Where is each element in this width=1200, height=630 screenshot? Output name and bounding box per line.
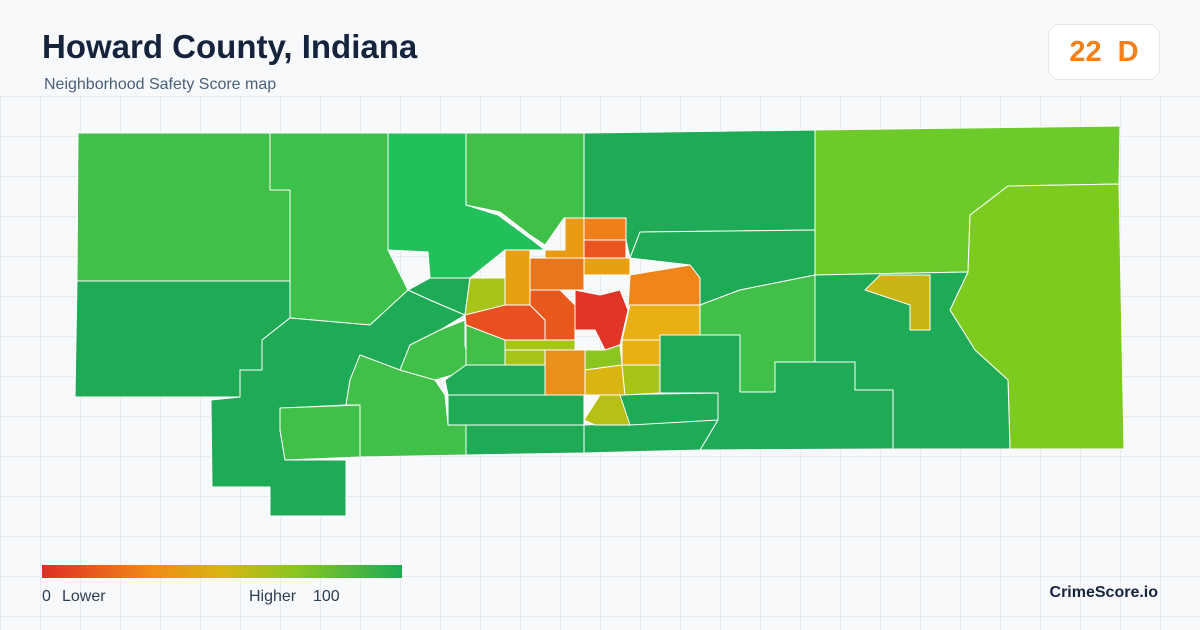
region — [279, 404, 361, 461]
region — [504, 339, 576, 351]
legend-gradient — [42, 565, 402, 578]
region — [583, 239, 627, 259]
region — [504, 349, 546, 366]
region — [621, 339, 661, 366]
region — [584, 344, 623, 371]
region — [529, 257, 585, 291]
legend-min-label: Lower — [62, 588, 106, 605]
region — [583, 217, 627, 241]
legend-max-label: Higher — [249, 588, 297, 605]
region — [544, 349, 586, 396]
region — [444, 364, 546, 396]
title: Howard County, Indiana — [42, 28, 418, 65]
region — [583, 257, 631, 276]
score-value: 22 — [1069, 35, 1102, 68]
region — [584, 364, 626, 396]
legend-max: 100 — [313, 588, 340, 605]
brand: CrimeScore.io — [1049, 584, 1158, 601]
region — [627, 264, 701, 311]
score-badge: 22 D — [1048, 24, 1160, 80]
region — [504, 249, 531, 306]
score-grade: D — [1117, 35, 1139, 68]
region — [621, 364, 661, 396]
region — [574, 289, 629, 351]
regions — [74, 125, 1125, 517]
region — [583, 394, 631, 426]
region — [465, 424, 585, 456]
region — [621, 304, 701, 341]
region — [864, 274, 931, 331]
region — [269, 132, 409, 326]
region — [447, 394, 585, 426]
legend-min: 0 — [42, 588, 51, 605]
subtitle: Neighborhood Safety Score map — [44, 76, 277, 93]
region — [76, 132, 291, 282]
